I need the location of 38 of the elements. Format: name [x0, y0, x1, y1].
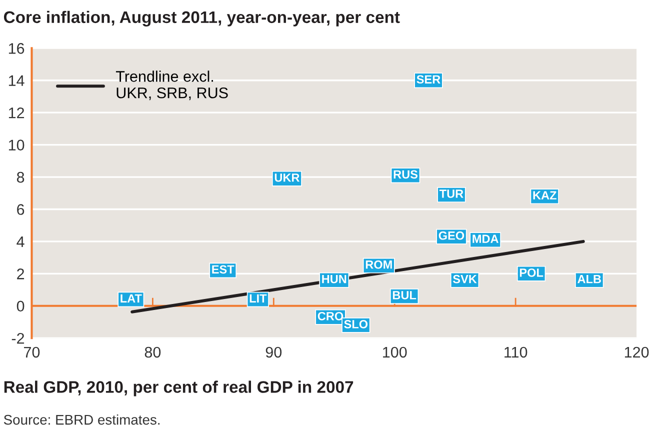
- chart-title: Core inflation, August 2011, year-on-year, per cent: [4, 10, 400, 26]
- annotation: SVK: [452, 274, 477, 284]
- x-tick-label: 120: [624, 346, 649, 358]
- annotation: HUN: [322, 275, 346, 284]
- y-tick-label: 0: [16, 300, 24, 312]
- y-tick-label: 4: [16, 236, 24, 247]
- annotation: POL: [520, 268, 544, 277]
- y-tick-label: 2: [17, 268, 24, 280]
- annotation: ALB: [578, 275, 601, 284]
- y-tick-label: 10: [8, 140, 24, 150]
- annotation: RUS: [394, 170, 418, 179]
- x-tick-label: 70: [24, 346, 40, 358]
- annotation: ROM: [366, 260, 392, 269]
- x-tick-label: 80: [144, 346, 161, 358]
- annotation: MDA: [472, 234, 498, 243]
- annotation: GEO: [438, 231, 464, 240]
- y-tick-label: 12: [8, 107, 24, 118]
- y-tick-label: 16: [8, 43, 24, 54]
- annotation: BUL: [392, 291, 416, 300]
- annotation: CRO: [318, 312, 344, 320]
- annotation: TUR: [439, 190, 464, 198]
- x-tick-label: 110: [504, 346, 528, 358]
- x-axis-title: Real GDP, 2010, per cent of real GDP in 2007: [4, 380, 354, 396]
- y-tick-label: -2: [12, 332, 24, 344]
- y-tick-label: 8: [16, 172, 24, 183]
- annotation: UKR: [274, 174, 300, 182]
- y-tick-label: 6: [17, 204, 24, 215]
- annotation: EST: [212, 265, 234, 274]
- y-tick-label: 14: [8, 75, 24, 86]
- annotation: KAZ: [533, 191, 556, 200]
- x-tick-label: 90: [266, 346, 282, 358]
- x-tick-label: 100: [383, 346, 407, 358]
- annotation: SLO: [344, 320, 368, 328]
- source-note: Source: EBRD estimates.: [4, 414, 160, 425]
- annotation: SER: [416, 75, 440, 84]
- annotation: LAT: [120, 294, 142, 302]
- annotation: LIT: [250, 294, 267, 302]
- legend-label: Trendline excl. UKR, SRB, RUS: [116, 70, 228, 100]
